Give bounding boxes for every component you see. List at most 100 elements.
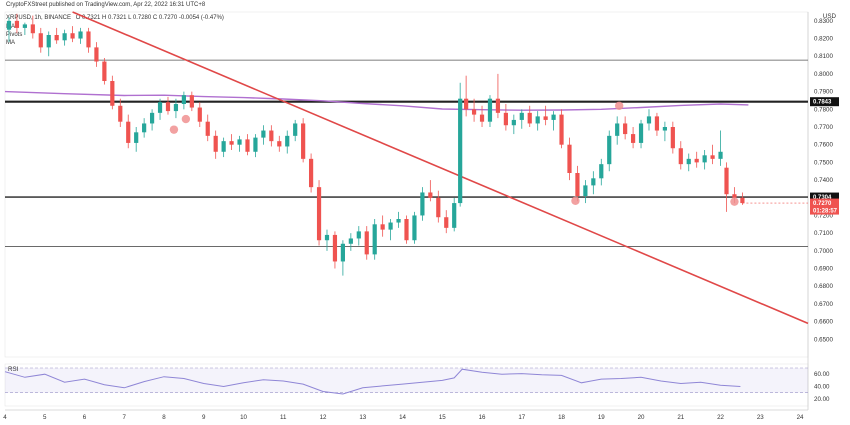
bearish-candle — [732, 194, 737, 198]
bearish-candle — [694, 158, 699, 163]
x-tick-label: 15 — [439, 414, 446, 421]
currency-label-bg — [810, 11, 839, 20]
level-tag-label: 0.7304 — [813, 195, 832, 201]
bearish-candle — [301, 123, 306, 159]
rsi-y-tick-label: 60.00 — [814, 371, 830, 378]
rsi-band — [5, 368, 808, 393]
x-tick-label: 23 — [757, 414, 764, 421]
bullish-candle — [142, 123, 147, 133]
bearish-candle — [428, 192, 433, 198]
current-price-label: 0.7270 — [813, 201, 832, 207]
bullish-candle — [551, 114, 556, 120]
y-tick-label: 0.6700 — [814, 301, 833, 308]
rsi-y-tick-label: 40.00 — [814, 384, 830, 391]
x-tick-label: 12 — [320, 414, 327, 421]
x-tick-label: 20 — [638, 414, 645, 421]
bearish-candle — [567, 144, 572, 173]
x-tick-label: 22 — [717, 414, 724, 421]
bullish-candle — [6, 20, 12, 30]
y-tick-label: 0.8100 — [814, 53, 833, 60]
bearish-candle — [436, 197, 441, 218]
bearish-candle — [269, 130, 274, 142]
bullish-candle — [396, 219, 401, 223]
bearish-candle — [189, 95, 194, 108]
bullish-candle — [253, 137, 258, 152]
x-tick-label: 19 — [598, 414, 605, 421]
bullish-candle — [412, 215, 417, 241]
bearish-candle — [70, 33, 75, 39]
x-tick-label: 14 — [399, 414, 406, 421]
descending-trendline — [72, 11, 809, 325]
bullish-candle — [718, 151, 723, 159]
bullish-candle — [173, 104, 179, 112]
x-tick-label: 11 — [280, 414, 287, 421]
bearish-candle — [404, 219, 409, 241]
bearish-candle — [630, 134, 636, 143]
bullish-candle — [356, 231, 361, 239]
bullish-candle — [535, 116, 540, 124]
bullish-candle — [157, 102, 163, 113]
y-tick-label: 0.8300 — [814, 18, 833, 25]
bearish-candle — [197, 107, 202, 122]
bearish-candle — [380, 224, 385, 230]
y-tick-label: 0.6800 — [814, 283, 833, 290]
y-tick-label: 0.8200 — [814, 36, 833, 43]
level-tag-bg — [810, 192, 839, 202]
bearish-candle — [444, 217, 449, 228]
pivot-marker — [181, 114, 191, 124]
publisher-caption: CryptoFXStreet published on TradingView.… — [6, 2, 206, 8]
bullish-candle — [324, 234, 330, 241]
pivot-marker — [169, 125, 179, 134]
bearish-candle — [118, 105, 123, 122]
bearish-candle — [559, 114, 564, 145]
x-tick-label: 21 — [677, 414, 684, 421]
bullish-candle — [181, 95, 186, 104]
bearish-candle — [54, 35, 59, 41]
bullish-candle — [221, 141, 226, 152]
bearish-candle — [30, 24, 35, 34]
bullish-candle — [293, 123, 298, 136]
y-tick-label: 0.8000 — [814, 71, 833, 78]
bullish-candle — [686, 158, 691, 165]
bullish-candle — [487, 98, 493, 122]
bullish-candle — [583, 185, 588, 196]
bullish-candle — [662, 127, 667, 131]
bullish-candle — [388, 222, 393, 230]
bullish-candle — [22, 24, 27, 28]
bearish-candle — [464, 98, 469, 110]
bullish-candle — [646, 116, 652, 124]
x-tick-label: 10 — [240, 414, 247, 421]
bullish-candle — [78, 31, 83, 39]
symbol-label[interactable]: XRPUSD, 1h, BINANCE — [6, 15, 72, 21]
indicator-pivots[interactable]: Pivots — [6, 32, 23, 38]
price-pane-frame — [4, 11, 809, 358]
bearish-candle — [14, 20, 20, 28]
bullish-candle — [420, 192, 425, 216]
bearish-candle — [94, 47, 99, 62]
x-tick-label: 9 — [202, 414, 206, 421]
y-tick-label: 0.7500 — [814, 159, 833, 166]
rsi-y-tick-label: 20.00 — [814, 396, 830, 403]
indicator-ma-2[interactable]: MA — [6, 40, 15, 46]
pivot-marker — [571, 196, 580, 205]
y-tick-label: 0.7100 — [814, 230, 833, 237]
pivot-marker — [730, 197, 739, 206]
bearish-candle — [543, 116, 548, 120]
bullish-candle — [452, 203, 457, 228]
ohlc-readout: O 0.7321 H 0.7321 L 0.7280 C 0.7270 -0.0… — [75, 15, 224, 21]
y-tick-label: 0.7700 — [814, 124, 833, 131]
bearish-candle — [740, 197, 745, 204]
moving-average-line — [4, 90, 749, 111]
bearish-candle — [364, 231, 369, 255]
bearish-candle — [102, 61, 107, 81]
x-tick-label: 18 — [558, 414, 565, 421]
bearish-candle — [165, 102, 171, 112]
symbol-ohlc-line: XRPUSD, 1h, BINANCE O 0.7321 H 0.7321 L … — [6, 15, 224, 21]
bar-countdown-label: 01:28:57 — [813, 209, 838, 215]
bearish-candle — [277, 141, 282, 147]
bearish-candle — [654, 116, 660, 131]
y-tick-label: 0.7000 — [814, 248, 833, 255]
x-tick-label: 17 — [518, 414, 525, 421]
